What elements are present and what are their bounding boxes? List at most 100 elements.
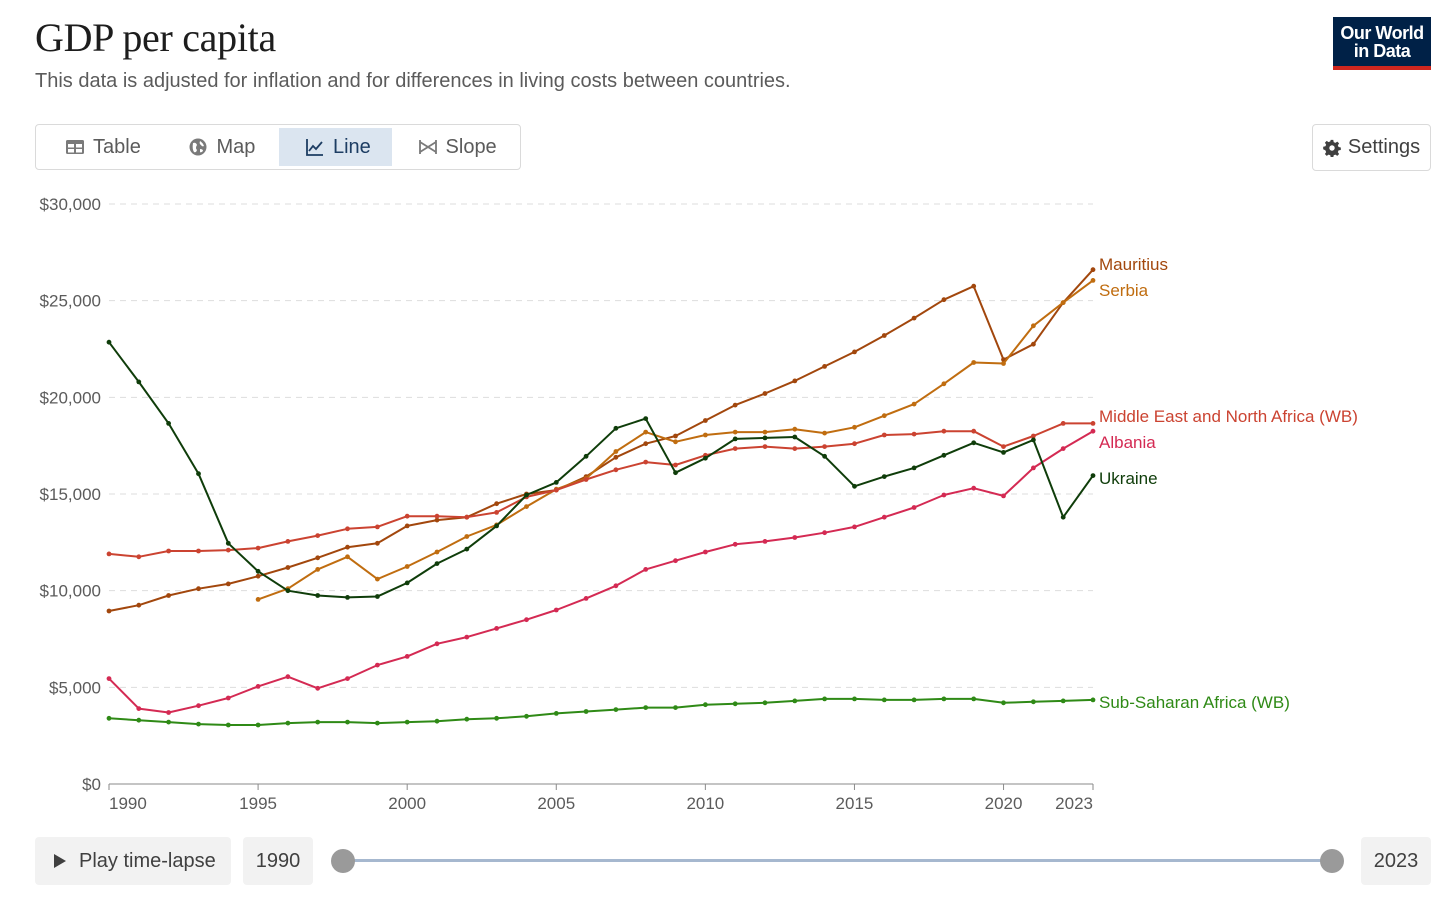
data-point[interactable] — [375, 720, 380, 726]
data-point[interactable] — [285, 539, 291, 544]
data-point[interactable] — [1031, 341, 1036, 347]
data-point[interactable] — [345, 526, 350, 532]
data-point[interactable] — [703, 418, 708, 423]
data-point[interactable] — [852, 696, 857, 702]
data-point[interactable] — [434, 641, 440, 647]
data-point[interactable] — [494, 501, 499, 507]
data-point[interactable] — [911, 465, 917, 471]
data-point[interactable] — [1001, 700, 1006, 706]
data-point[interactable] — [911, 505, 917, 510]
data-point[interactable] — [673, 558, 678, 564]
data-point[interactable] — [881, 333, 887, 338]
data-point[interactable] — [225, 581, 231, 587]
data-point[interactable] — [792, 434, 798, 440]
tab-map[interactable]: Map — [162, 128, 279, 166]
data-point[interactable] — [1090, 278, 1096, 283]
data-point[interactable] — [822, 453, 827, 459]
series-middle-east-and-north-africa-wb[interactable] — [106, 421, 1096, 560]
data-point[interactable] — [375, 540, 380, 546]
data-point[interactable] — [196, 721, 201, 727]
data-point[interactable] — [971, 283, 977, 289]
data-point[interactable] — [434, 718, 440, 724]
data-point[interactable] — [941, 381, 947, 387]
data-point[interactable] — [732, 541, 738, 547]
data-point[interactable] — [1090, 697, 1096, 703]
data-point[interactable] — [673, 433, 678, 439]
data-point[interactable] — [315, 567, 321, 572]
data-point[interactable] — [1031, 433, 1036, 439]
data-point[interactable] — [732, 446, 738, 451]
data-point[interactable] — [106, 339, 112, 345]
data-point[interactable] — [196, 703, 201, 709]
data-point[interactable] — [941, 297, 947, 303]
data-point[interactable] — [494, 715, 499, 721]
data-point[interactable] — [255, 568, 261, 574]
data-point[interactable] — [553, 487, 559, 493]
data-point[interactable] — [881, 514, 887, 520]
data-point[interactable] — [255, 684, 261, 689]
data-point[interactable] — [673, 462, 678, 468]
data-point[interactable] — [762, 429, 768, 435]
data-point[interactable] — [494, 626, 499, 631]
data-point[interactable] — [673, 705, 678, 710]
data-point[interactable] — [166, 719, 172, 725]
tab-slope[interactable]: Slope — [392, 128, 517, 166]
data-point[interactable] — [643, 567, 649, 572]
data-point[interactable] — [136, 706, 142, 711]
data-point[interactable] — [732, 701, 738, 707]
data-point[interactable] — [583, 709, 589, 714]
data-point[interactable] — [852, 424, 857, 430]
data-point[interactable] — [703, 455, 708, 461]
data-point[interactable] — [703, 549, 708, 555]
data-point[interactable] — [941, 428, 947, 434]
data-point[interactable] — [524, 504, 529, 509]
timeline-start-handle[interactable] — [331, 849, 355, 873]
data-point[interactable] — [553, 607, 559, 613]
data-point[interactable] — [1031, 699, 1036, 705]
data-point[interactable] — [106, 676, 112, 681]
data-point[interactable] — [792, 378, 798, 384]
data-point[interactable] — [345, 676, 350, 681]
data-point[interactable] — [583, 453, 589, 459]
series-line[interactable] — [108, 697, 1094, 726]
data-point[interactable] — [822, 364, 827, 369]
data-point[interactable] — [1001, 444, 1006, 449]
data-point[interactable] — [613, 449, 619, 454]
data-point[interactable] — [881, 413, 887, 419]
data-point[interactable] — [822, 430, 827, 436]
data-point[interactable] — [315, 719, 321, 725]
data-point[interactable] — [911, 697, 917, 703]
data-point[interactable] — [524, 713, 529, 719]
data-point[interactable] — [792, 698, 798, 704]
data-point[interactable] — [852, 524, 857, 530]
data-point[interactable] — [553, 480, 559, 485]
data-point[interactable] — [434, 513, 440, 519]
data-point[interactable] — [345, 595, 350, 600]
data-point[interactable] — [911, 431, 917, 437]
start-year-box[interactable]: 1990 — [243, 837, 313, 885]
data-point[interactable] — [971, 485, 977, 491]
data-point[interactable] — [1001, 450, 1006, 455]
data-point[interactable] — [106, 715, 112, 721]
data-point[interactable] — [166, 593, 172, 598]
data-point[interactable] — [911, 315, 917, 321]
data-point[interactable] — [792, 426, 798, 432]
data-point[interactable] — [255, 573, 261, 579]
end-year-box[interactable]: 2023 — [1361, 837, 1431, 885]
our-world-in-data-logo[interactable]: Our World in Data — [1333, 17, 1431, 70]
data-point[interactable] — [1001, 361, 1006, 366]
data-point[interactable] — [643, 429, 649, 435]
tab-table[interactable]: Table — [39, 128, 162, 166]
series-line[interactable] — [108, 422, 1093, 558]
data-point[interactable] — [464, 534, 470, 539]
data-point[interactable] — [345, 719, 350, 725]
data-point[interactable] — [1060, 698, 1066, 704]
data-point[interactable] — [375, 594, 380, 599]
data-point[interactable] — [136, 717, 142, 723]
settings-button[interactable]: Settings — [1312, 124, 1431, 171]
series-end-label[interactable]: Albania — [1099, 433, 1156, 452]
data-point[interactable] — [136, 602, 142, 608]
data-point[interactable] — [852, 441, 857, 447]
data-point[interactable] — [196, 586, 201, 592]
data-point[interactable] — [1060, 300, 1066, 305]
